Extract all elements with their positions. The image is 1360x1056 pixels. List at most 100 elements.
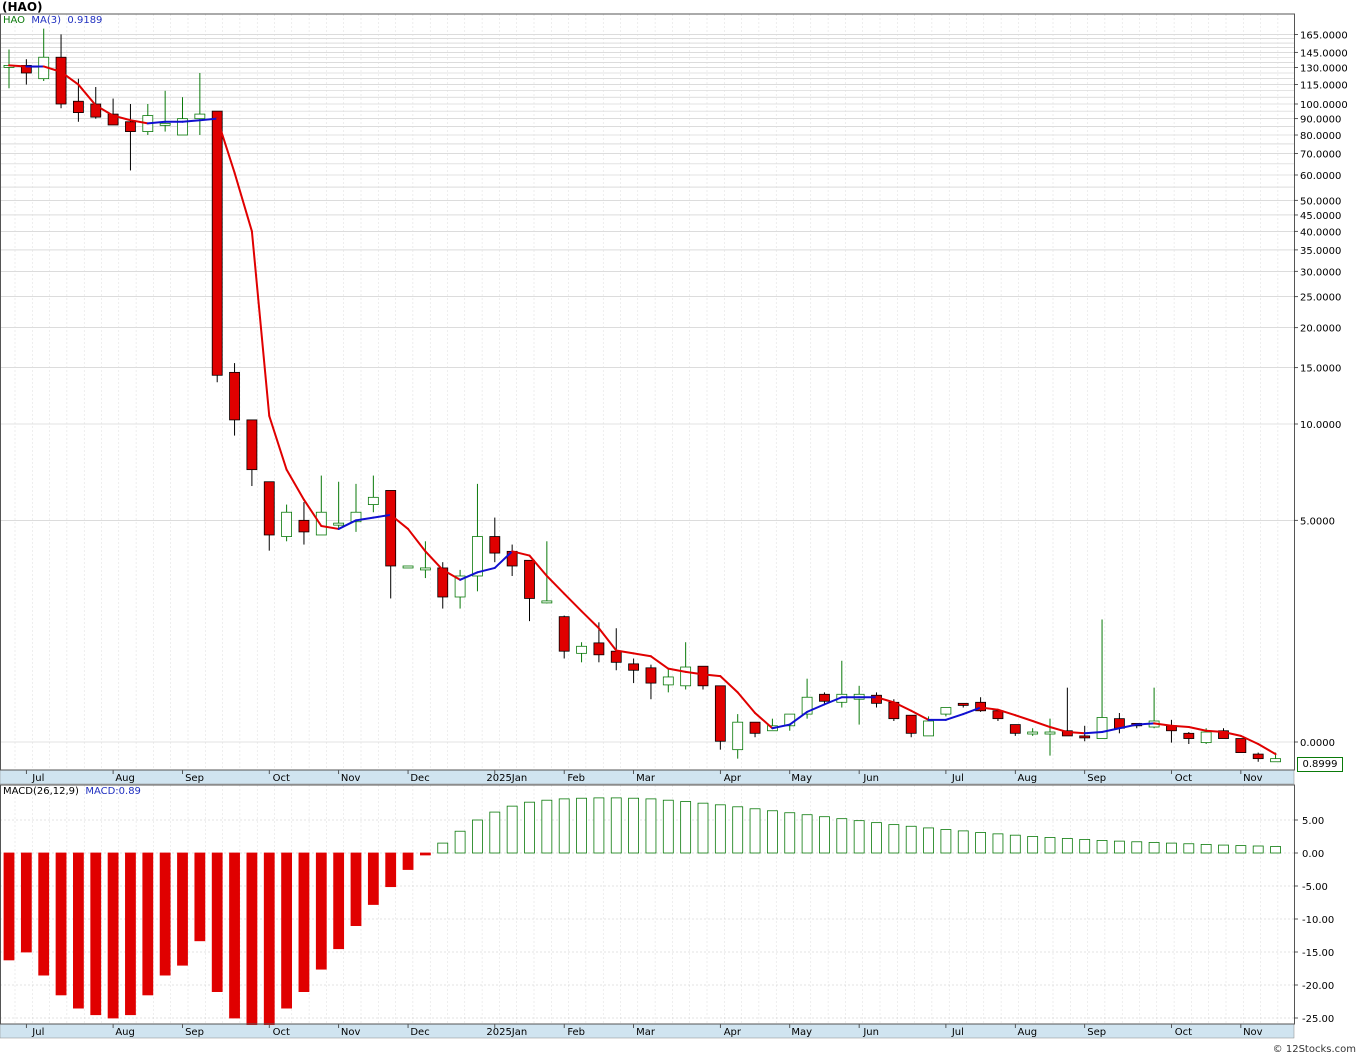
date-tick-label: Nov xyxy=(1243,1027,1263,1038)
date-tick-label: Apr xyxy=(724,1027,742,1038)
macd-bar xyxy=(159,852,171,976)
date-tick-label: 2025Jan xyxy=(486,1027,527,1038)
macd-bar xyxy=(975,832,986,854)
macd-bar xyxy=(801,814,813,854)
candle-body xyxy=(385,490,397,567)
candle-body xyxy=(177,118,188,136)
macd-bar xyxy=(541,799,553,854)
macd-bar xyxy=(524,801,535,854)
ma3-segment xyxy=(875,696,895,704)
legend-macd-value: MACD:0.89 xyxy=(85,786,141,797)
candle-body xyxy=(229,371,240,421)
candle-body xyxy=(402,565,414,569)
ma3-segment xyxy=(1101,727,1121,734)
ma3-segment xyxy=(1205,729,1225,734)
macd-bar xyxy=(90,852,102,1016)
price-tick-label: 90.0000 xyxy=(1300,115,1341,126)
ma3-segment xyxy=(1083,731,1104,735)
ma3-segment xyxy=(1222,731,1242,737)
price-tick-label: 30.0000 xyxy=(1300,267,1341,278)
macd-bar xyxy=(1044,837,1056,854)
ma3-segment xyxy=(1066,731,1086,735)
price-tick-label: 115.0000 xyxy=(1300,81,1348,92)
macd-tick-label: 0.00 xyxy=(1302,849,1324,860)
macd-bar xyxy=(784,812,796,854)
ma3-segment xyxy=(250,230,271,417)
candle-body xyxy=(1200,731,1212,744)
ma3-segment xyxy=(42,65,63,73)
date-tick-label: Aug xyxy=(1018,1027,1038,1038)
candle-body xyxy=(489,536,501,554)
candle-body xyxy=(73,100,84,113)
moving-average-line xyxy=(8,64,1277,756)
macd-bar xyxy=(472,819,483,854)
ma3-segment xyxy=(511,550,531,557)
axis-labels: Jul Jul Aug Aug Sep Sep Oct Oct Nov Nov Dec Dec 2025… xyxy=(31,30,1347,1038)
macd-bar xyxy=(662,799,674,854)
date-tick-label: 2025Jan xyxy=(486,773,527,784)
macd-bar xyxy=(125,852,136,1016)
ma3-segment xyxy=(1153,722,1173,727)
ma3-segment xyxy=(667,667,687,673)
date-tick-label: Sep xyxy=(185,1027,204,1038)
macd-tick-label: 5.00 xyxy=(1302,816,1324,827)
macd-bar xyxy=(992,833,1004,854)
legend-macd-label: MACD(26,12,9) xyxy=(3,786,79,797)
ma3-segment xyxy=(580,610,600,630)
macd-bar xyxy=(940,829,952,854)
macd-bar xyxy=(767,810,778,854)
site-credit: © 12Stocks.com xyxy=(1272,1044,1356,1055)
ma3-segment xyxy=(788,710,809,726)
macd-bar xyxy=(454,830,466,854)
price-tick-label: 80.0000 xyxy=(1300,131,1341,142)
ma3-segment xyxy=(996,708,1017,717)
ma3-segment xyxy=(441,568,462,581)
candle-body xyxy=(1270,758,1281,763)
legend-ma-value: 0.9189 xyxy=(67,15,103,26)
macd-bar xyxy=(819,816,830,854)
candle-body xyxy=(211,110,223,376)
candle-body xyxy=(1252,753,1264,760)
panel-frames xyxy=(0,13,1295,1025)
macd-bar xyxy=(419,852,431,856)
ma3-segment xyxy=(268,414,288,471)
ma3-segment xyxy=(632,652,652,658)
ma3-segment xyxy=(233,171,253,233)
date-tick-label: Dec xyxy=(410,1027,429,1038)
ma3-segment xyxy=(615,649,635,655)
macd-bar xyxy=(853,820,865,854)
macd-bar xyxy=(1096,840,1108,854)
date-tick-label: Mar xyxy=(636,773,656,784)
candle-body xyxy=(610,650,622,663)
macd-bar xyxy=(628,797,639,854)
price-tick-label: 10.0000 xyxy=(1300,420,1341,431)
ma3-segment xyxy=(563,592,583,613)
macd-bar xyxy=(315,852,327,970)
candle-body xyxy=(1027,731,1039,735)
ma3-segment xyxy=(337,519,357,530)
date-axis-bands xyxy=(0,769,1295,1039)
macd-bar xyxy=(714,804,726,854)
ma3-segment xyxy=(285,468,305,501)
ma3-segment xyxy=(493,550,514,569)
price-tick-label: 130.0000 xyxy=(1300,64,1348,75)
ma3-segment xyxy=(198,117,219,122)
macd-bar xyxy=(957,830,969,854)
candle-body xyxy=(524,559,535,599)
price-tick-label: 100.0000 xyxy=(1300,100,1348,111)
date-tick-label: Jun xyxy=(862,773,879,784)
candle-body xyxy=(472,536,483,577)
macd-bar xyxy=(1270,846,1281,854)
macd-legend: MACD(26,12,9) MACD:0.89 xyxy=(3,786,141,797)
macd-bar xyxy=(73,852,84,1009)
ma3-segment xyxy=(1187,726,1208,732)
macd-bar xyxy=(142,852,154,996)
date-tick-label: May xyxy=(791,1027,812,1038)
date-tick-label: Feb xyxy=(567,773,585,784)
macd-bar xyxy=(1252,845,1264,854)
last-price-label: 0.8999 xyxy=(1297,757,1343,772)
candle-body xyxy=(367,496,379,505)
ma3-segment xyxy=(389,513,410,530)
date-tick-label: Nov xyxy=(1243,773,1263,784)
macd-bar xyxy=(645,798,657,854)
